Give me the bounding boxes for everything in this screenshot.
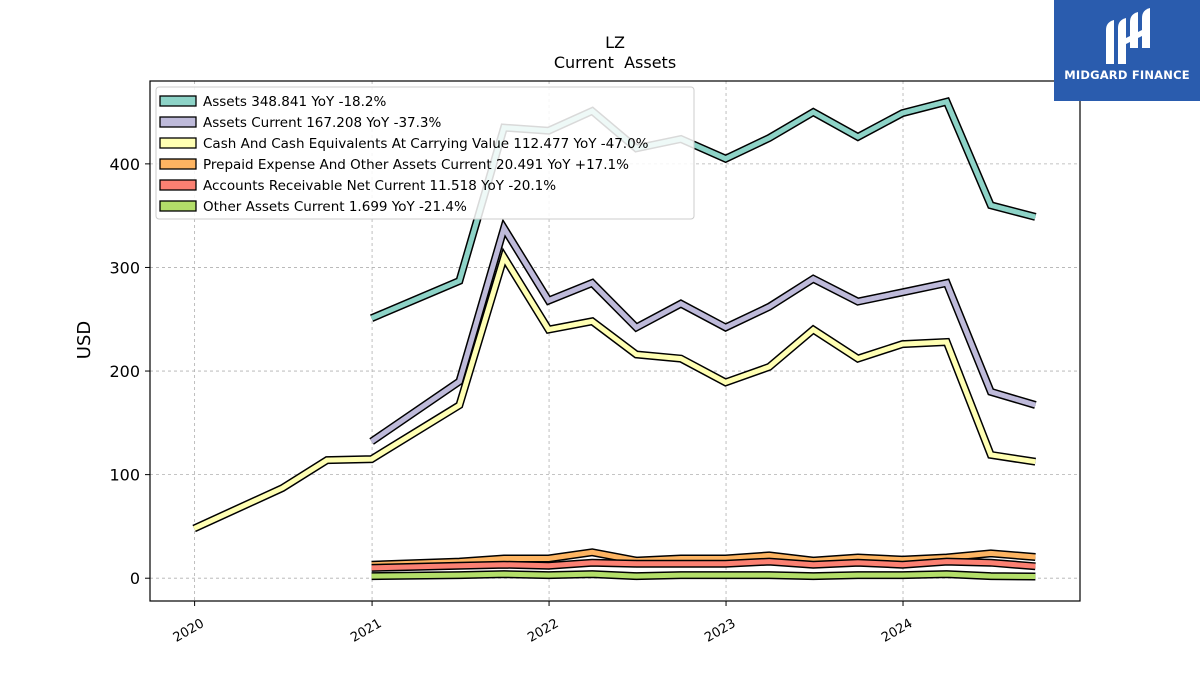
legend-entry: Assets 348.841 YoY -18.2% [203,94,387,110]
legend-entry: Other Assets Current 1.699 YoY -21.4% [203,199,467,215]
x-tick-label: 2022 [525,616,561,646]
y-tick-label: 200 [109,362,140,381]
series-line-3 [371,548,1036,569]
series-layer [192,96,1037,581]
legend-swatch [159,200,197,212]
series-stroke [371,559,1036,571]
legend-swatch [159,137,197,149]
series-line-4 [371,557,1036,572]
x-tick-label: 2021 [348,616,384,646]
series-line-5 [371,570,1036,581]
legend-swatch [159,95,197,107]
legend-entry: Cash And Cash Equivalents At Carrying Va… [203,136,649,152]
series-line-1 [369,218,1037,445]
x-tick-label: 2024 [879,616,915,646]
series-stroke [371,571,1036,579]
series-stroke [193,251,1036,531]
legend-swatch [159,158,197,170]
series-outline [192,247,1037,533]
y-axis-label: USD [74,321,95,359]
brand-name: MIDGARD FINANCE [1064,68,1190,82]
midgard-logo-icon [1106,8,1150,64]
plot-frame [149,80,1081,602]
series-stroke [371,549,1036,568]
legend-swatch [159,179,197,191]
x-tick-label: 2020 [171,616,207,646]
brand-logo: MIDGARD FINANCE [1054,0,1200,101]
legend-entry: Assets Current 167.208 YoY -37.3% [203,115,442,131]
y-tick-label: 0 [130,569,140,588]
legend: Assets 348.841 YoY -18.2% Assets Current … [155,86,695,220]
x-tick-label: 2023 [702,616,738,646]
chart-title: LZ [605,33,625,52]
y-tick-label: 300 [109,258,140,277]
series-line-2 [192,247,1037,533]
y-tick-label: 400 [109,155,140,174]
legend-swatch [159,116,197,128]
y-tick-label: 100 [109,466,140,485]
series-stroke [370,221,1037,444]
legend-box [155,86,695,220]
chart-subtitle: Current Assets [554,53,676,72]
legend-entry: Prepaid Expense And Other Assets Current… [203,157,629,173]
legend-entry: Accounts Receivable Net Current 11.518 Y… [203,178,556,194]
